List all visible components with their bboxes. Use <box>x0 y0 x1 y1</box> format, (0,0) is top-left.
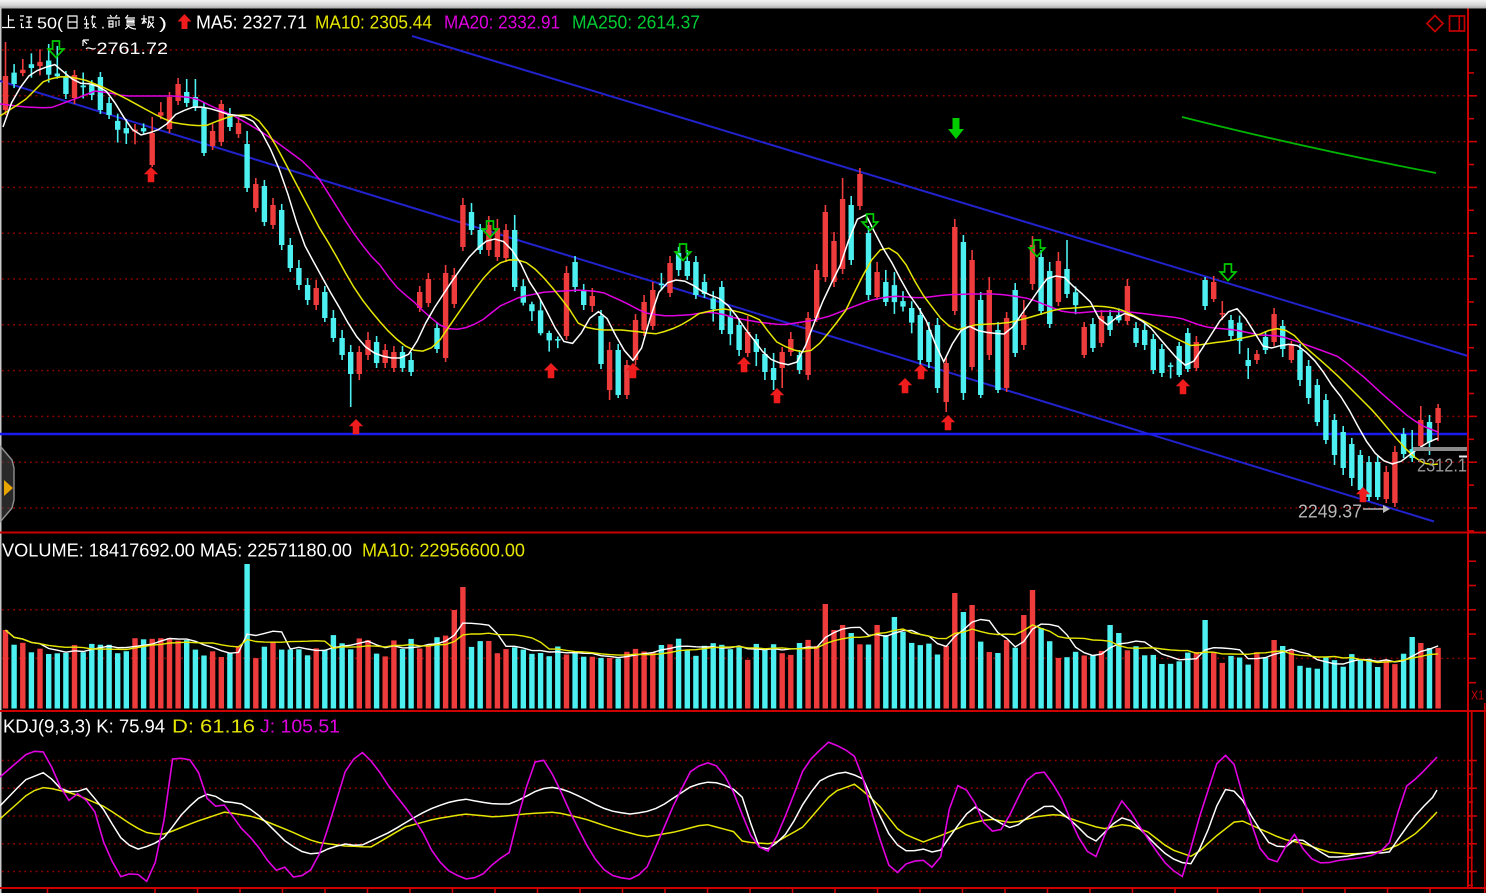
svg-text:.: . <box>101 16 105 33</box>
svg-text:J: 105.51: J: 105.51 <box>260 717 340 737</box>
svg-text:KDJ(9,3,3) K: 75.94: KDJ(9,3,3) K: 75.94 <box>3 717 165 737</box>
svg-text:X1: X1 <box>1471 688 1484 703</box>
svg-text:50(: 50( <box>37 16 64 33</box>
svg-text:VOLUME: 18417692.00 MA5: 22571: VOLUME: 18417692.00 MA5: 22571180.00 <box>2 541 352 561</box>
svg-text:MA10: 2305.44: MA10: 2305.44 <box>315 13 432 33</box>
svg-text:~2761.72: ~2761.72 <box>85 39 168 58</box>
svg-text:2312.1: 2312.1 <box>1417 456 1467 476</box>
svg-text:MA250: 2614.37: MA250: 2614.37 <box>572 13 700 33</box>
svg-text:MA20: 2332.91: MA20: 2332.91 <box>444 13 560 33</box>
svg-text:): ) <box>159 16 167 33</box>
svg-text:2249.37: 2249.37 <box>1298 502 1362 522</box>
svg-text:MA10: 22956600.00: MA10: 22956600.00 <box>362 541 525 561</box>
svg-text:MA5: 2327.71: MA5: 2327.71 <box>196 13 307 33</box>
svg-text:D: 61.16: D: 61.16 <box>172 717 255 737</box>
